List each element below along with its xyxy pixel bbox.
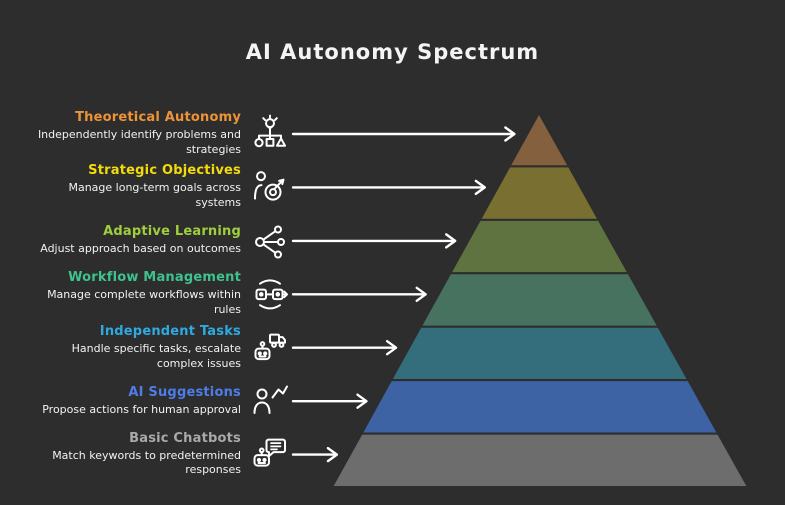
level-label: Adaptive Learning <box>103 224 241 240</box>
chatbot-icon <box>250 435 290 475</box>
pyramid-band <box>359 379 720 435</box>
pyramid-band <box>389 325 691 382</box>
level-label: AI Suggestions <box>128 384 241 400</box>
network-nodes-icon <box>250 221 290 261</box>
level-arrow <box>291 126 516 142</box>
pyramid-band <box>507 110 571 168</box>
level-description: Adjust approach based on outcomes <box>40 242 241 256</box>
level-text: AI Suggestions Propose actions for human… <box>23 385 241 418</box>
level-arrow <box>291 233 457 249</box>
level-label: Independent Tasks <box>99 323 241 339</box>
level-description: Handle specific tasks, escalate complex … <box>71 341 241 370</box>
level-text: Basic Chatbots Match keywords to predete… <box>23 431 241 479</box>
pyramid-band <box>330 432 750 488</box>
level-arrow <box>291 179 486 196</box>
diagram-title: AI Autonomy Spectrum <box>245 40 540 64</box>
level-description: Manage complete workflows within rules <box>47 288 241 317</box>
level-description: Propose actions for human approval <box>42 402 241 416</box>
level-description: Manage long-term goals across systems <box>68 181 241 210</box>
level-label: Theoretical Autonomy <box>75 110 241 126</box>
level-row: Basic Chatbots Match keywords to predete… <box>0 431 290 479</box>
level-row: AI Suggestions Propose actions for human… <box>0 381 290 421</box>
level-text: Theoretical Autonomy Independently ident… <box>23 110 241 158</box>
level-text: Strategic Objectives Manage long-term go… <box>23 164 241 212</box>
level-description: Independently identify problems and stra… <box>37 128 241 156</box>
level-arrow <box>291 446 339 463</box>
level-row: Theoretical Autonomy Independently ident… <box>0 110 290 158</box>
level-label: Basic Chatbots <box>129 430 241 446</box>
level-text: Independent Tasks Handle specific tasks,… <box>23 324 241 372</box>
level-row: Adaptive Learning Adjust approach based … <box>0 221 290 261</box>
pyramid-band <box>448 218 631 275</box>
level-row: Strategic Objectives Manage long-term go… <box>0 164 290 212</box>
level-arrow <box>291 393 368 409</box>
level-description: Match keywords to predetermined response… <box>52 448 241 477</box>
level-label: Strategic Objectives <box>88 163 241 179</box>
person-target-icon <box>250 167 290 207</box>
idea-hierarchy-icon <box>250 114 290 154</box>
workflow-cycle-icon <box>250 274 290 314</box>
level-text: Workflow Management Manage complete work… <box>23 270 241 318</box>
robot-truck-icon <box>250 328 290 368</box>
level-text: Adaptive Learning Adjust approach based … <box>23 224 241 257</box>
level-row: Independent Tasks Handle specific tasks,… <box>0 324 290 372</box>
level-label: Workflow Management <box>68 270 241 286</box>
level-arrow <box>291 340 398 356</box>
level-row: Workflow Management Manage complete work… <box>0 270 290 318</box>
pyramid-band <box>419 272 661 328</box>
level-arrow <box>291 286 427 302</box>
person-branch-icon <box>250 381 290 421</box>
pyramid-band <box>478 165 601 221</box>
